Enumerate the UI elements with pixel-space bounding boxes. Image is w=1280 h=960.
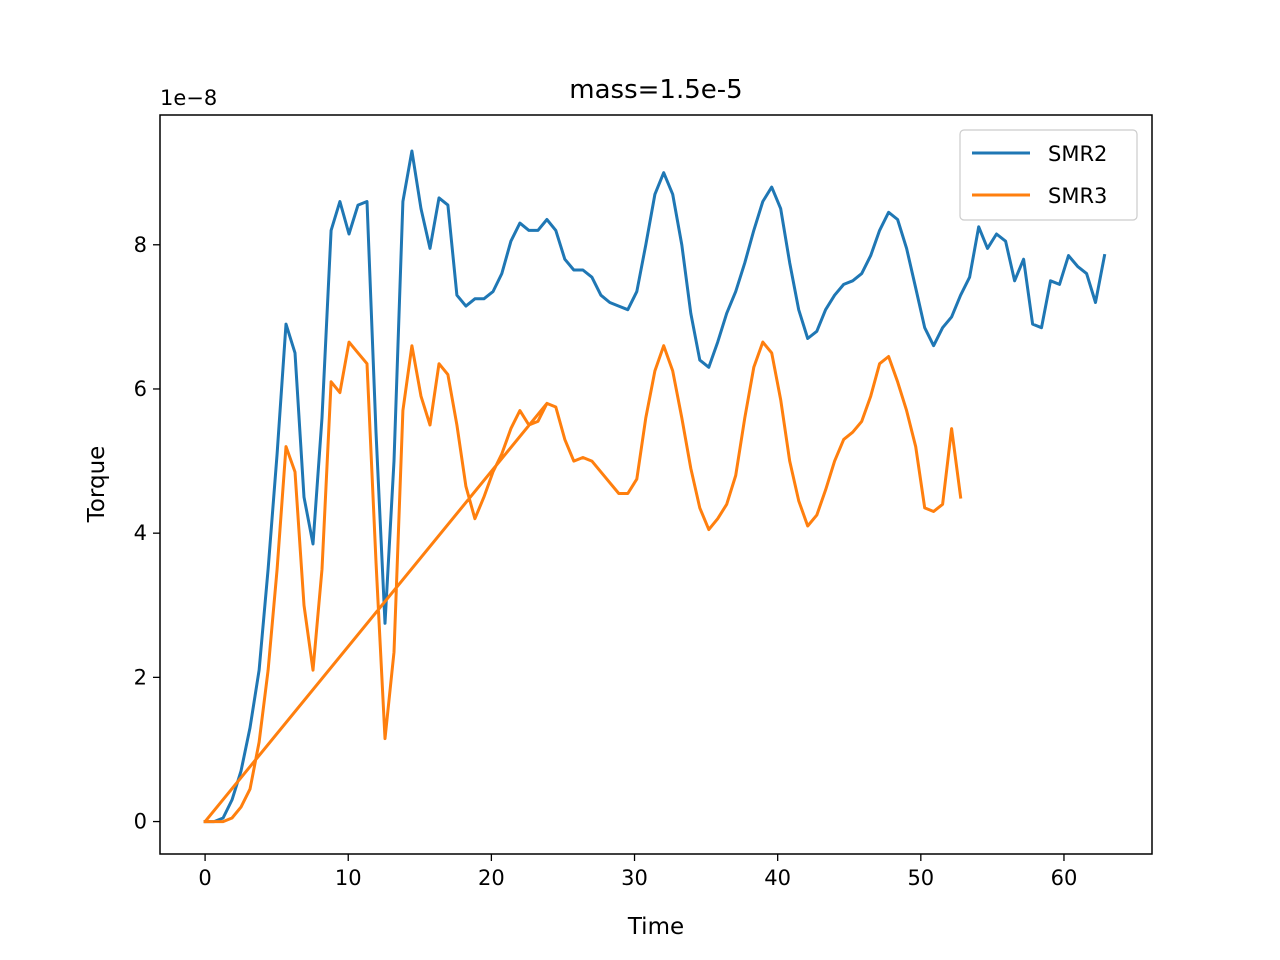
x-axis: 0 10 20 30 40 50 60 (198, 854, 1077, 890)
y-tick-label: 6 (134, 377, 147, 401)
x-tick-label: 0 (198, 866, 211, 890)
x-tick-label: 60 (1051, 866, 1078, 890)
series-line-smr2 (203, 149, 1107, 824)
y-tick-label: 4 (134, 521, 147, 545)
y-axis-label: Torque (84, 446, 110, 524)
x-tick-label: 10 (335, 866, 362, 890)
legend-label-smr3: SMR3 (1048, 184, 1107, 208)
plot-area (203, 149, 1107, 824)
y-axis: 0 2 4 6 8 (134, 233, 160, 834)
x-axis-label: Time (627, 914, 684, 940)
y-multiplier-label: 1e−8 (160, 86, 217, 110)
y-tick-label: 8 (134, 233, 147, 257)
x-tick-label: 50 (907, 866, 934, 890)
legend-label-smr2: SMR2 (1048, 142, 1107, 166)
legend: SMR2 SMR3 (959, 129, 1138, 221)
x-tick-label: 30 (621, 866, 648, 890)
y-tick-label: 2 (134, 665, 147, 689)
y-tick-label: 0 (134, 810, 147, 834)
x-tick-label: 20 (478, 866, 505, 890)
axes-frame (159, 114, 1153, 855)
x-tick-label: 40 (764, 866, 791, 890)
chart-title: mass=1.5e-5 (569, 75, 742, 105)
series-line-smr3 (203, 340, 963, 824)
